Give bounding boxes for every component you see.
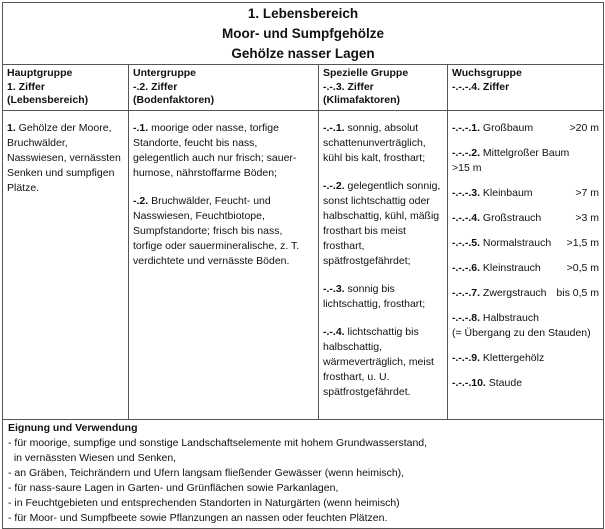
spezielle-gruppe-entry: -.-.3. sonnig bis lichtschattig, frostha… <box>323 282 443 312</box>
header-line: 1. Ziffer <box>7 80 45 93</box>
wuchsgruppe-entry: -.-.-.7. Zwergstrauch bis 0,5 m <box>452 286 599 301</box>
entry-code: -.-.4. <box>323 325 345 338</box>
entry-size: >20 m <box>569 121 599 134</box>
wuchsgruppe-entry: -.-.-.8. Halbstrauch (= Übergang zu den S… <box>452 311 599 341</box>
eignung-line: - an Gräben, Teichrändern und Ufern lang… <box>8 466 405 479</box>
eignung-line: in vernässten Wiesen und Senken, <box>8 451 177 464</box>
entry-code: -.-.1. <box>323 121 345 134</box>
untergruppe-cell: -.1. moorige oder nasse, torfige Standor… <box>129 110 319 419</box>
header-line: (Lebensbereich) <box>7 94 89 106</box>
eignung-heading: Eignung und Verwendung <box>8 421 138 434</box>
eignung-section: Eignung und Verwendung - für moorige, su… <box>3 420 603 528</box>
entry-code: -.-.-.8. <box>452 311 480 324</box>
entry-note: (= Übergang zu den Stauden) <box>452 326 591 339</box>
entry-text: moorige oder nasse, torfige Standorte, f… <box>133 121 297 179</box>
entry-size: >3 m <box>575 211 599 224</box>
entry-label: Klettergehölz <box>480 351 545 364</box>
entry-code: -.-.-.9. <box>452 351 480 364</box>
entry-text: sonnig, absolut schattenunverträglich, k… <box>323 121 426 164</box>
entry-text: lichtschattig bis halbschattig, wärmever… <box>323 325 434 398</box>
header-line: -.-.3. Ziffer <box>323 80 374 93</box>
header-wuchsgruppe: Wuchsgruppe -.-.-.4. Ziffer <box>448 65 603 110</box>
wuchsgruppe-entry: -.-.-.4. Großstrauch >3 m <box>452 211 599 226</box>
entry-code: -.1. <box>133 121 149 134</box>
wuchsgruppe-entry: -.-.-.10. Staude <box>452 376 599 391</box>
entry-code: 1. <box>7 121 16 134</box>
header-line: Wuchsgruppe <box>452 67 522 79</box>
header-line: Untergruppe <box>133 67 196 79</box>
entry-text: Gehölze der Moore, Bruchwälder, Nasswies… <box>7 121 121 194</box>
eignung-line: - für moorige, sumpfige und sonstige Lan… <box>8 436 428 449</box>
entry-code: -.-.-.4. <box>452 211 480 224</box>
hauptgruppe-entry: 1. Gehölze der Moore, Bruchwälder, Nassw… <box>7 121 124 196</box>
spezielle-gruppe-cell: -.-.1. sonnig, absolut schattenunverträg… <box>319 110 448 419</box>
header-hauptgruppe: Hauptgruppe 1. Ziffer (Lebensbereich) <box>3 65 129 110</box>
header-row: Hauptgruppe 1. Ziffer (Lebensbereich) Un… <box>3 65 603 111</box>
wuchsgruppe-entry: -.-.-.9. Klettergehölz <box>452 351 599 366</box>
title-line: Gehölze nasser Lagen <box>231 46 375 61</box>
content-row: 1. Gehölze der Moore, Bruchwälder, Nassw… <box>3 110 603 420</box>
wuchsgruppe-cell: -.-.-.1. Großbaum >20 m -.-.-.2. Mittelgr… <box>448 111 603 419</box>
spezielle-gruppe-entry: -.-.1. sonnig, absolut schattenunverträg… <box>323 121 443 166</box>
hauptgruppe-cell: 1. Gehölze der Moore, Bruchwälder, Nassw… <box>3 110 129 419</box>
entry-text: gelegentlich sonnig, sonst lichtschattig… <box>323 179 441 267</box>
title-line: 1. Lebensbereich <box>247 6 359 21</box>
header-spezielle-gruppe: Spezielle Gruppe -.-.3. Ziffer (Klimafak… <box>319 65 448 110</box>
header-line: -.2. Ziffer <box>133 80 178 93</box>
entry-code: -.-.3. <box>323 282 345 295</box>
entry-label: Halbstrauch <box>480 311 539 324</box>
wuchsgruppe-entry: -.-.-.3. Kleinbaum >7 m <box>452 186 599 201</box>
wuchsgruppe-entry: -.-.-.6. Kleinstrauch >0,5 m <box>452 261 599 276</box>
untergruppe-entry: -.2. Bruchwälder, Feucht- und Nasswiesen… <box>133 194 314 269</box>
header-line: Spezielle Gruppe <box>323 67 409 79</box>
header-line: (Bodenfaktoren) <box>133 94 215 106</box>
entry-code: -.-.-.7. <box>452 286 480 299</box>
table-title: 1. Lebensbereich Moor- und Sumpfgehölze … <box>3 3 603 65</box>
entry-label: Zwergstrauch <box>480 286 547 299</box>
entry-code: -.-.-.2. <box>452 146 480 159</box>
entry-code: -.-.-.5. <box>452 236 480 249</box>
entry-size: bis 0,5 m <box>556 286 599 299</box>
eignung-line: - für Moor- und Sumpfbeete sowie Pflanzu… <box>8 511 388 524</box>
entry-label: Großstrauch <box>480 211 542 224</box>
header-line: (Klimafaktoren) <box>323 94 401 106</box>
spezielle-gruppe-entry: -.-.4. lichtschattig bis halbschattig, w… <box>323 325 443 400</box>
entry-code: -.-.-.1. <box>452 121 480 134</box>
spezielle-gruppe-entry: -.-.2. gelegentlich sonnig, sonst lichts… <box>323 179 443 269</box>
entry-text: Bruchwälder, Feucht- und Nasswiesen, Feu… <box>133 194 300 267</box>
header-line: Hauptgruppe <box>7 67 73 79</box>
entry-code: -.-.-.3. <box>452 186 480 199</box>
wuchsgruppe-entry: -.-.-.2. Mittelgroßer Baum >15 m <box>452 146 599 176</box>
untergruppe-entry: -.1. moorige oder nasse, torfige Standor… <box>133 121 314 181</box>
entry-label: Staude <box>485 376 523 389</box>
entry-label: Großbaum <box>480 121 534 134</box>
wuchsgruppe-entry: -.-.-.5. Normalstrauch >1,5 m <box>452 236 599 251</box>
entry-code: -.-.-.6. <box>452 261 480 274</box>
entry-code: -.-.-.10. <box>452 376 486 389</box>
entry-size: >7 m <box>575 186 599 199</box>
header-untergruppe: Untergruppe -.2. Ziffer (Bodenfaktoren) <box>129 65 319 110</box>
entry-size: >1,5 m <box>566 236 599 249</box>
eignung-line: - in Feuchtgebieten und entsprechenden S… <box>8 496 400 509</box>
entry-label: Mittelgroßer Baum <box>480 146 570 159</box>
entry-code: -.-.2. <box>323 179 345 192</box>
entry-label: Kleinbaum <box>480 186 533 199</box>
title-line: Moor- und Sumpfgehölze <box>222 26 384 41</box>
entry-size: >15 m <box>452 161 482 174</box>
entry-text: sonnig bis lichtschattig, frosthart; <box>323 282 426 310</box>
entry-label: Normalstrauch <box>480 236 552 249</box>
entry-label: Kleinstrauch <box>480 261 541 274</box>
header-line: -.-.-.4. Ziffer <box>452 80 510 93</box>
entry-size: >0,5 m <box>566 261 599 274</box>
entry-code: -.2. <box>133 194 149 207</box>
wuchsgruppe-entry: -.-.-.1. Großbaum >20 m <box>452 121 599 136</box>
